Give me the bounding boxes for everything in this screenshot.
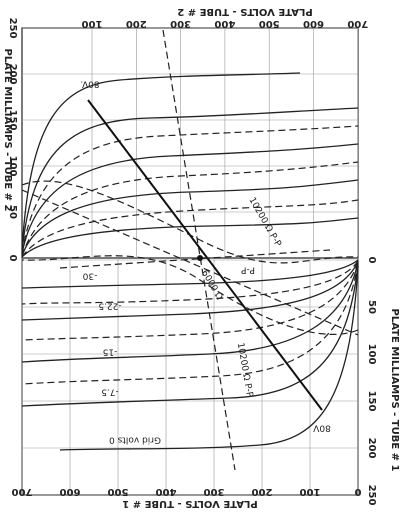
annotation: -7.5: [101, 387, 119, 397]
plate-curve: [59, 265, 359, 451]
tick-label: 100: [366, 344, 377, 365]
tick-label: 700: [347, 18, 368, 29]
operating-point: [197, 255, 203, 261]
load-line-dashed: [162, 29, 236, 471]
plate-curve-dashed: [21, 125, 359, 254]
tick-label: 150: [366, 391, 377, 412]
tick-label: 250: [7, 18, 18, 39]
composite-curve: [21, 255, 359, 335]
plate-curve: [21, 72, 301, 251]
annotation: Grid volts 0: [109, 435, 161, 445]
annotation: -22.5: [98, 301, 121, 311]
plate-curve-dashed: [21, 261, 359, 341]
load-line: [87, 99, 323, 411]
tick-label: 0: [354, 486, 361, 497]
tick-label: 600: [303, 18, 324, 29]
annotation: 80V: [312, 423, 330, 433]
tick-label: 500: [108, 486, 129, 497]
tick-label: 50: [366, 300, 377, 314]
tick-label: 100: [7, 156, 18, 177]
axis-title: PLATE VOLTS - TUBE # 2: [177, 6, 312, 17]
tick-label: 50: [7, 205, 18, 219]
tick-label: 100: [300, 486, 321, 497]
axis-title: PLATE VOLTS - TUBE # 1: [122, 498, 257, 509]
tick-label: 200: [252, 486, 273, 497]
plate-curve: [21, 259, 359, 289]
plate-curve: [21, 107, 359, 253]
tick-label: 0: [7, 255, 18, 262]
tick-label: 100: [82, 18, 103, 29]
annotation: -15: [103, 347, 118, 357]
tick-label: 250: [366, 485, 377, 506]
tick-label: 200: [366, 438, 377, 459]
tick-label: 0: [366, 257, 377, 264]
tick-label: 150: [7, 110, 18, 131]
plate-curve: [21, 260, 359, 321]
load-line-dashed: [59, 249, 331, 269]
load-line-dashed: [21, 189, 359, 336]
plate-curve-dashed: [21, 260, 359, 305]
plate-curve: [21, 261, 359, 363]
tube1-curves: [21, 255, 359, 451]
tick-label: 200: [7, 64, 18, 85]
composite-curve: [21, 180, 359, 264]
tick-label: 300: [204, 486, 225, 497]
tick-label: 600: [60, 486, 81, 497]
tick-label: 200: [126, 18, 147, 29]
tube2-curves: [21, 72, 359, 264]
annotation: -30: [82, 271, 97, 281]
axis-title: PLATE MILLIAMPS - TUBE # 2: [2, 49, 13, 212]
tick-label: 400: [214, 18, 235, 29]
annotation: 80V.: [80, 79, 99, 89]
plate-curve: [21, 263, 359, 407]
plate-curve: [21, 143, 359, 255]
tick-label: 300: [170, 18, 191, 29]
tick-label: 400: [156, 486, 177, 497]
plate-curve-dashed: [21, 262, 359, 385]
tick-label: 500: [259, 18, 280, 29]
plate-curve-dashed: [21, 161, 359, 257]
grid: [21, 27, 359, 496]
plate-curve-dashed: [21, 199, 359, 258]
plate-curve: [21, 217, 359, 258]
annotation: P-P: [240, 265, 254, 275]
tick-label: 700: [12, 486, 33, 497]
axis-title: PLATE MILLIAMPS - TUBE # 1: [389, 309, 400, 472]
plate-curve: [21, 179, 359, 257]
